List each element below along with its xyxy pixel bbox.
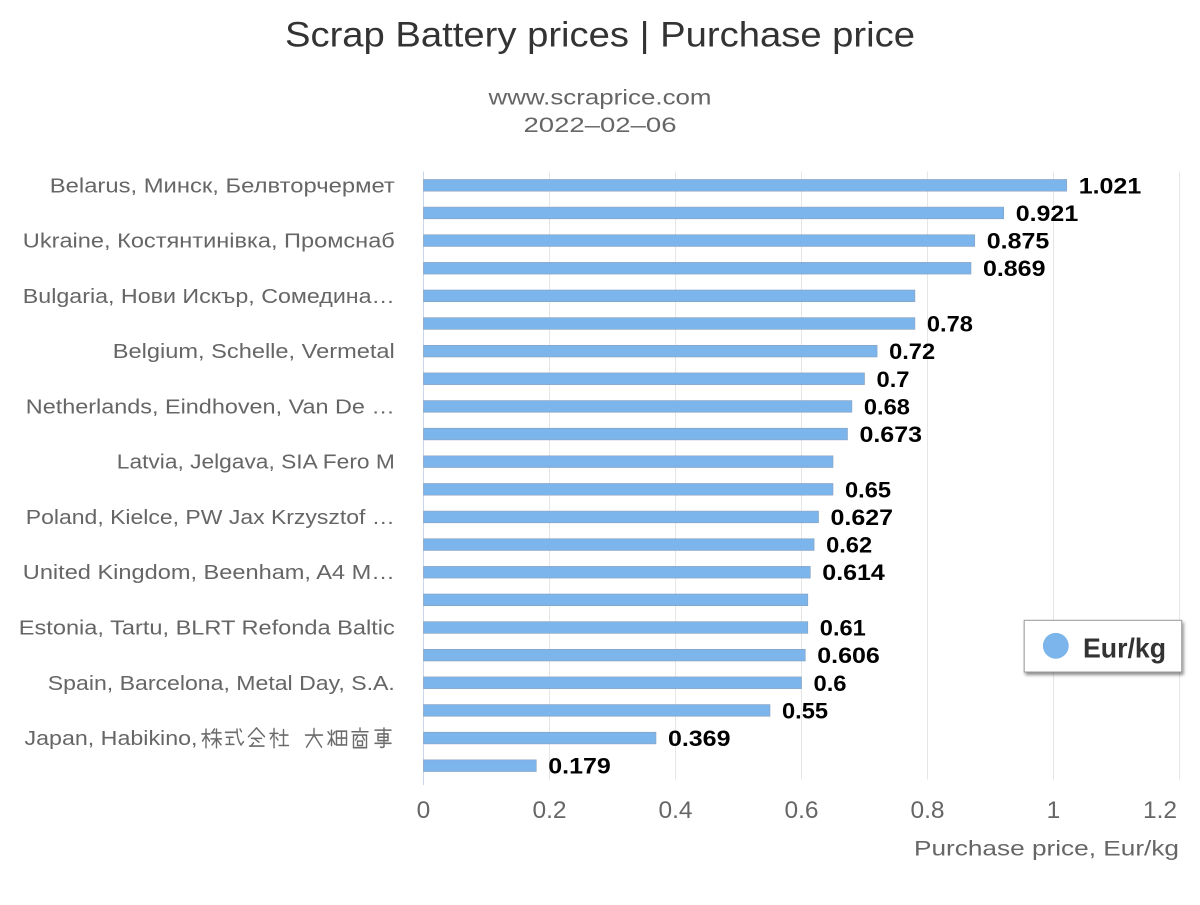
svg-text:2022–02–06: 2022–02–06 xyxy=(524,114,677,137)
svg-text:0.875: 0.875 xyxy=(987,229,1050,254)
svg-text:0.72: 0.72 xyxy=(889,339,935,364)
svg-text:Bulgaria, Нови Искър, Сомедина: Bulgaria, Нови Искър, Сомедина… xyxy=(23,286,395,308)
svg-text:1.2: 1.2 xyxy=(1143,797,1177,824)
svg-text:Ukraine, Костянтинівка, Промсн: Ukraine, Костянтинівка, Промснаб xyxy=(23,231,395,253)
svg-text:Spain, Barcelona, Metal Day, S: Spain, Barcelona, Metal Day, S.A. xyxy=(48,673,395,695)
svg-text:0.55: 0.55 xyxy=(782,698,828,723)
svg-text:Estonia, Tartu, BLRT Refonda B: Estonia, Tartu, BLRT Refonda Baltic xyxy=(19,618,395,640)
svg-text:0.673: 0.673 xyxy=(859,422,922,447)
svg-text:Japan, Habikino,: Japan, Habikino, xyxy=(25,728,198,750)
svg-text:0.606: 0.606 xyxy=(817,643,880,668)
svg-text:0.61: 0.61 xyxy=(820,616,866,641)
svg-text:0.8: 0.8 xyxy=(910,797,944,824)
svg-text:0.614: 0.614 xyxy=(822,560,885,585)
svg-text:0.2: 0.2 xyxy=(532,797,566,824)
svg-text:Belgium, Schelle, Vermetal: Belgium, Schelle, Vermetal xyxy=(113,341,395,363)
svg-text:Netherlands, Eindhoven, Van De: Netherlands, Eindhoven, Van De … xyxy=(26,396,395,418)
svg-text:0.6: 0.6 xyxy=(784,797,818,824)
svg-text:0.369: 0.369 xyxy=(668,726,731,751)
svg-text:0.627: 0.627 xyxy=(831,505,894,530)
svg-text:1: 1 xyxy=(1047,797,1061,824)
svg-text:0.78: 0.78 xyxy=(927,312,973,337)
svg-text:0.4: 0.4 xyxy=(658,797,692,824)
svg-text:Latvia, Jelgava, SIA Fero M: Latvia, Jelgava, SIA Fero M xyxy=(117,452,395,474)
svg-text:1.021: 1.021 xyxy=(1079,173,1142,198)
svg-text:0.68: 0.68 xyxy=(864,394,910,419)
svg-text:0.7: 0.7 xyxy=(877,367,910,392)
svg-text:Purchase price, Eur/kg: Purchase price, Eur/kg xyxy=(914,838,1179,861)
svg-text:0.65: 0.65 xyxy=(845,477,891,502)
svg-text:0.869: 0.869 xyxy=(983,256,1046,281)
svg-text:0.921: 0.921 xyxy=(1016,201,1079,226)
svg-text:www.scraprice.com: www.scraprice.com xyxy=(487,87,711,110)
svg-text:0: 0 xyxy=(417,797,431,824)
svg-text:0.179: 0.179 xyxy=(548,754,611,779)
svg-text:Eur/kg: Eur/kg xyxy=(1083,632,1166,663)
svg-text:United Kingdom, Beenham, A4 M…: United Kingdom, Beenham, A4 M… xyxy=(23,562,395,584)
svg-text:0.6: 0.6 xyxy=(814,671,847,696)
svg-text:Belarus, Минск, Белвторчермет: Belarus, Минск, Белвторчермет xyxy=(50,175,395,197)
svg-text:Poland, Kielce, PW Jax Krzyszt: Poland, Kielce, PW Jax Krzysztof … xyxy=(26,507,395,529)
svg-text:0.62: 0.62 xyxy=(826,533,872,558)
svg-text:Scrap Battery prices | Purchas: Scrap Battery prices | Purchase price xyxy=(285,16,915,55)
